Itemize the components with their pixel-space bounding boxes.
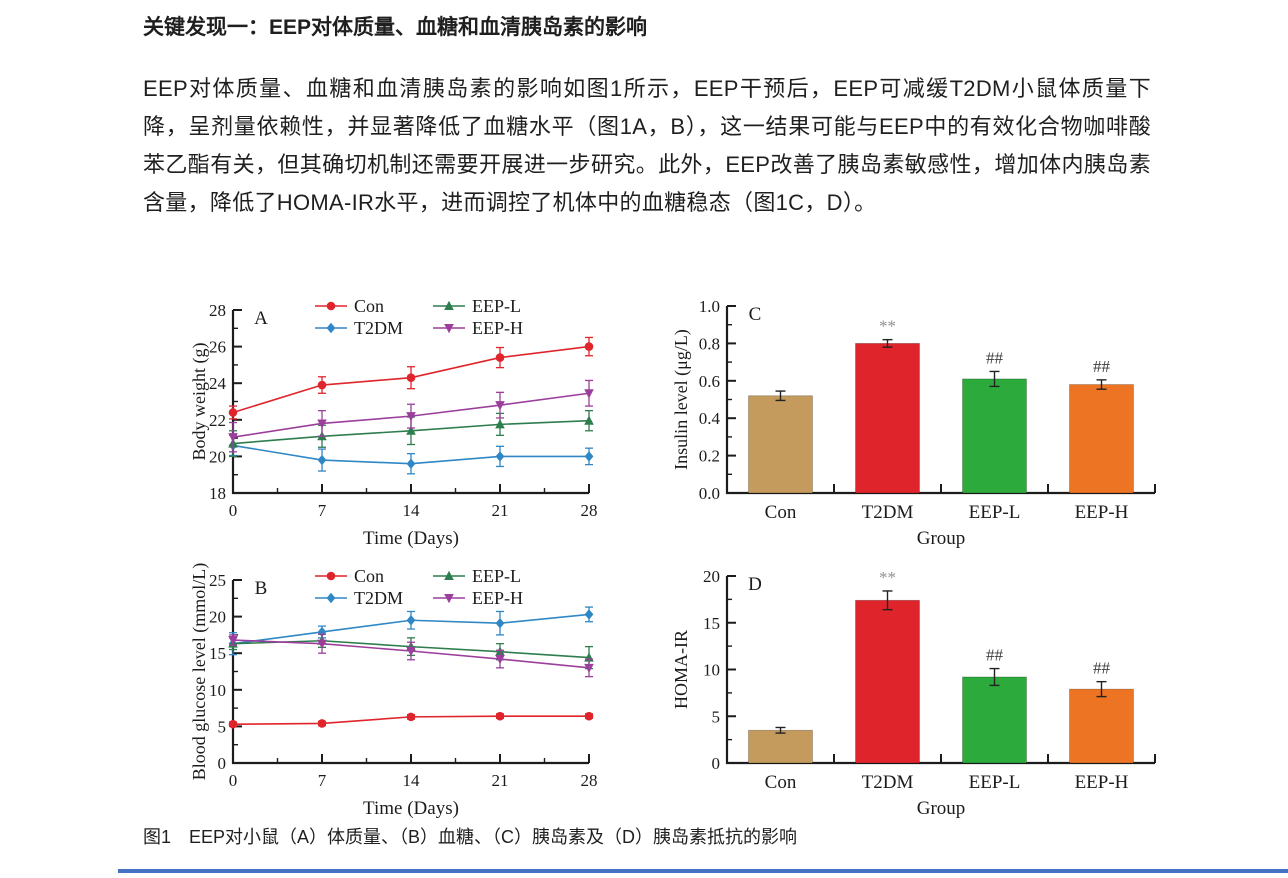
svg-text:EEP-H: EEP-H bbox=[1075, 502, 1129, 523]
svg-text:0.6: 0.6 bbox=[699, 372, 720, 391]
svg-text:21: 21 bbox=[492, 501, 509, 520]
svg-text:14: 14 bbox=[403, 771, 421, 790]
svg-text:18: 18 bbox=[209, 484, 226, 503]
svg-text:**: ** bbox=[879, 568, 896, 587]
svg-text:Insulin level (μg/L): Insulin level (μg/L) bbox=[671, 329, 692, 470]
svg-text:T2DM: T2DM bbox=[862, 772, 914, 793]
svg-text:20: 20 bbox=[209, 608, 226, 627]
svg-text:28: 28 bbox=[581, 501, 598, 520]
svg-text:28: 28 bbox=[209, 301, 226, 320]
body-paragraph: EEP对体质量、血糖和血清胰岛素的影响如图1所示，EEP干预后，EEP可减缓T2… bbox=[143, 76, 1151, 215]
svg-text:Con: Con bbox=[354, 296, 384, 316]
section-heading: 关键发现一：EEP对体质量、血糖和血清胰岛素的影响 bbox=[143, 16, 648, 39]
svg-text:D: D bbox=[748, 574, 762, 595]
svg-text:5: 5 bbox=[712, 707, 721, 726]
svg-text:Group: Group bbox=[917, 528, 966, 549]
svg-text:C: C bbox=[749, 304, 762, 325]
chart-panel-b-blood-glucose: 0 5 10 15 20 25 0 7 14 21 28 Con T2DM EEP-L EEP-H Time … bbox=[185, 556, 620, 820]
svg-text:21: 21 bbox=[492, 771, 509, 790]
svg-text:Group: Group bbox=[917, 798, 966, 819]
svg-text:T2DM: T2DM bbox=[354, 318, 403, 338]
svg-text:EEP-L: EEP-L bbox=[472, 566, 521, 586]
svg-text:20: 20 bbox=[703, 567, 720, 586]
chart-panel-c-insulin-level: 0.0 0.2 0.4 0.6 0.8 1.0 Con ** T2DM ## EEP-L ## EEP-… bbox=[665, 286, 1170, 550]
svg-text:##: ## bbox=[986, 646, 1004, 665]
svg-text:7: 7 bbox=[318, 501, 327, 520]
svg-text:0.2: 0.2 bbox=[699, 447, 720, 466]
svg-text:##: ## bbox=[1093, 659, 1111, 678]
svg-text:26: 26 bbox=[209, 338, 226, 357]
svg-text:0.4: 0.4 bbox=[699, 409, 721, 428]
svg-text:0: 0 bbox=[218, 754, 227, 773]
svg-text:EEP-L: EEP-L bbox=[472, 296, 521, 316]
chart-panel-d-homa-ir: 0 5 10 15 20 Con ** T2DM ## EEP-L ## EEP-H Group HOMA… bbox=[665, 556, 1170, 820]
figure-1: 18 20 22 24 26 28 0 7 14 21 28 Con T2DM EEP-L EEP-H Tim… bbox=[185, 286, 1170, 820]
chart-panel-a-body-weight: 18 20 22 24 26 28 0 7 14 21 28 Con T2DM EEP-L EEP-H Tim… bbox=[185, 286, 620, 550]
svg-text:10: 10 bbox=[703, 661, 720, 680]
svg-text:T2DM: T2DM bbox=[354, 588, 403, 608]
svg-text:5: 5 bbox=[218, 717, 227, 736]
svg-text:0.0: 0.0 bbox=[699, 484, 720, 503]
svg-text:A: A bbox=[254, 308, 268, 329]
svg-text:22: 22 bbox=[209, 411, 226, 430]
svg-text:10: 10 bbox=[209, 681, 226, 700]
svg-text:Con: Con bbox=[765, 502, 797, 523]
svg-text:T2DM: T2DM bbox=[862, 502, 914, 523]
svg-text:20: 20 bbox=[209, 447, 226, 466]
svg-text:EEP-H: EEP-H bbox=[1075, 772, 1129, 793]
svg-text:B: B bbox=[255, 578, 268, 599]
svg-text:Time (Days): Time (Days) bbox=[363, 798, 459, 819]
svg-text:7: 7 bbox=[318, 771, 327, 790]
svg-text:0.8: 0.8 bbox=[699, 334, 720, 353]
bottom-accent-rule bbox=[118, 869, 1288, 873]
svg-text:Time (Days): Time (Days) bbox=[363, 528, 459, 549]
svg-text:14: 14 bbox=[403, 501, 421, 520]
svg-text:EEP-L: EEP-L bbox=[969, 502, 1021, 523]
svg-text:**: ** bbox=[879, 317, 896, 336]
svg-text:1.0: 1.0 bbox=[699, 297, 720, 316]
svg-text:EEP-L: EEP-L bbox=[969, 772, 1021, 793]
figure-caption: 图1 EEP对小鼠（A）体质量、（B）血糖、（C）胰岛素及（D）胰岛素抵抗的影响 bbox=[143, 827, 798, 847]
svg-text:##: ## bbox=[986, 348, 1004, 367]
svg-text:0: 0 bbox=[229, 501, 238, 520]
svg-text:Con: Con bbox=[765, 772, 797, 793]
svg-text:15: 15 bbox=[703, 614, 720, 633]
svg-text:25: 25 bbox=[209, 571, 226, 590]
svg-text:EEP-H: EEP-H bbox=[472, 318, 523, 338]
svg-text:Blood glucose level (mmol/L): Blood glucose level (mmol/L) bbox=[189, 563, 210, 780]
svg-text:0: 0 bbox=[712, 754, 721, 773]
svg-text:24: 24 bbox=[209, 374, 227, 393]
svg-text:15: 15 bbox=[209, 644, 226, 663]
svg-text:HOMA-IR: HOMA-IR bbox=[671, 630, 691, 709]
svg-text:EEP-H: EEP-H bbox=[472, 588, 523, 608]
svg-text:0: 0 bbox=[229, 771, 238, 790]
svg-text:##: ## bbox=[1093, 357, 1111, 376]
svg-text:28: 28 bbox=[581, 771, 598, 790]
svg-text:Con: Con bbox=[354, 566, 384, 586]
svg-text:Body weight (g): Body weight (g) bbox=[189, 343, 210, 461]
